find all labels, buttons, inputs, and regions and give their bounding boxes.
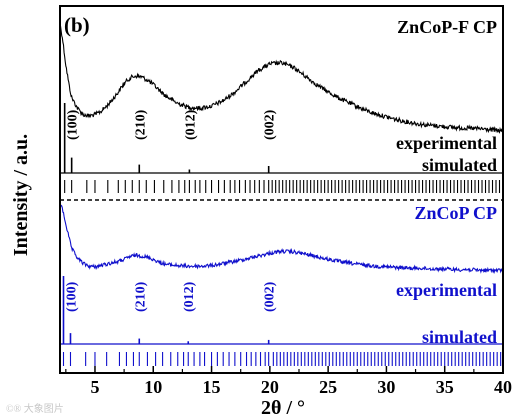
peak-label-bottom-3: (012) — [182, 281, 197, 312]
panel-title-top: ZnCoP-F CP — [397, 17, 497, 37]
x-axis: 5 10 15 20 25 30 35 40 — [65, 366, 512, 397]
experimental-curve-top — [59, 24, 504, 134]
peak-label-top-3: (012) — [183, 109, 198, 140]
x-tick-label-25: 25 — [319, 377, 337, 397]
peak-label-top-4: (002) — [263, 109, 278, 140]
peak-label-top-2: (210) — [133, 109, 148, 140]
peak-label-bottom-1: (100) — [65, 281, 80, 312]
x-tick-label-15: 15 — [203, 377, 221, 397]
x-tick-label-35: 35 — [436, 377, 454, 397]
y-axis-label: Intensity / a.u. — [10, 134, 32, 256]
peak-label-bottom-2: (210) — [133, 281, 148, 312]
peak-label-bottom-4: (002) — [263, 281, 278, 312]
x-axis-label: 2θ / ° — [261, 397, 305, 419]
plot-layer: (100) (210) (012) (002) (100) (210) (012) (002) — [59, 24, 504, 366]
x-tick-label-20: 20 — [261, 377, 279, 397]
x-tick-label-10: 10 — [144, 377, 162, 397]
legend-simulated-top: simulated — [422, 155, 497, 175]
legend-experimental-top: experimental — [396, 133, 497, 153]
panel-title-bottom: ZnCoP CP — [414, 203, 497, 223]
legend-simulated-bottom: simulated — [422, 327, 497, 347]
plot-frame — [59, 5, 504, 374]
legend-experimental-bottom: experimental — [396, 280, 497, 300]
peak-label-top-1: (100) — [66, 109, 81, 140]
x-tick-label-5: 5 — [90, 377, 99, 397]
experimental-curve-bottom — [59, 204, 504, 275]
x-tick-label-30: 30 — [377, 377, 395, 397]
x-tick-label-40: 40 — [494, 377, 512, 397]
panel-label: (b) — [64, 13, 90, 37]
watermark: ©® 大象图片 — [6, 402, 64, 415]
